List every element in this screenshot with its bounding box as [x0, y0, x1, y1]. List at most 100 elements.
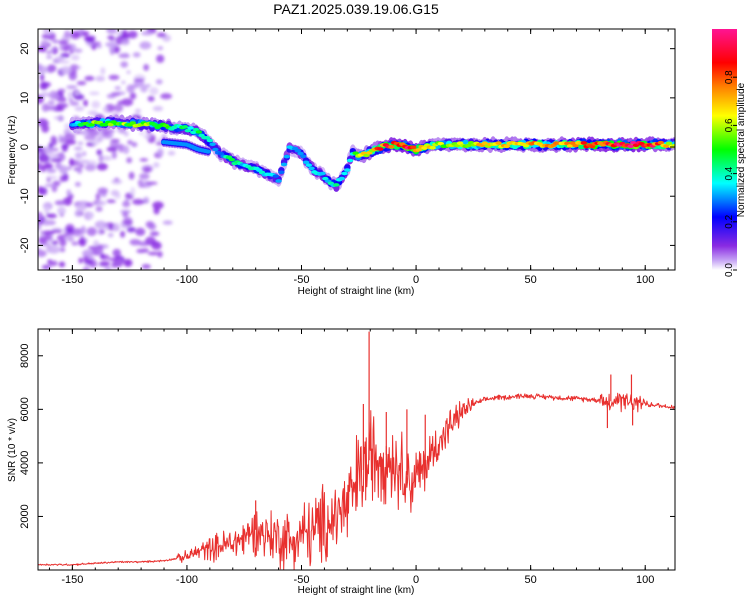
spectrogram-noise-blob	[111, 260, 124, 267]
spectrogram-noise-blob	[73, 146, 83, 151]
spectrogram-noise-blob	[156, 32, 167, 38]
spectrogram-noise-blob	[145, 221, 155, 228]
spectrogram-noise-blob	[151, 241, 162, 250]
spectrogram-ridge-cell	[338, 176, 346, 181]
spectrogram-noise-blob	[46, 213, 51, 217]
spectrogram-noise-blob	[67, 91, 72, 100]
spectrogram-noise-blob	[78, 238, 87, 247]
spectrogram-noise-blob	[91, 46, 97, 50]
spectrogram-noise-blob	[126, 70, 131, 74]
spectrogram-noise-blob	[58, 60, 71, 64]
spectrogram-ridge-cell	[203, 136, 211, 140]
spectrogram-ridge-cell	[495, 141, 502, 145]
spectrogram-xtick-label: -100	[176, 274, 198, 286]
spectrogram-ridge-cell	[88, 122, 95, 127]
spectrogram-noise-blob	[126, 84, 135, 93]
spectrogram-ridge-cell	[415, 148, 423, 152]
spectrogram-noise-blob	[38, 249, 47, 258]
spectrogram-noise-blob	[95, 200, 107, 206]
spectrogram-noise-blob	[86, 227, 97, 237]
spectrogram-noise-blob	[81, 30, 90, 37]
snr-xtick-label: 0	[413, 574, 419, 586]
spectrogram-ridge-cell	[300, 154, 307, 159]
spectrogram-ridge-cell	[663, 144, 670, 148]
spectrogram-noise-blob	[87, 110, 99, 116]
spectrogram-noise-blob	[110, 189, 120, 197]
spectrogram-noise-blob	[84, 164, 96, 172]
spectrogram-ridge-cell	[333, 183, 340, 187]
spectrogram-noise-blob	[48, 260, 58, 267]
spectrogram-noise-blob	[69, 158, 75, 167]
spectrogram-ridge-cell	[308, 166, 315, 171]
spectrogram-noise-blob	[153, 162, 160, 168]
spectrogram-ridge-cell	[184, 128, 192, 133]
spectrogram-noise-blob	[38, 211, 44, 221]
spectrogram-noise-blob	[75, 202, 87, 212]
spectrogram-noise-blob	[74, 181, 81, 187]
spectrogram-noise-blob	[149, 231, 160, 237]
spectrogram-ridge-cell	[294, 148, 302, 153]
spectrogram-noise-blob	[83, 99, 88, 107]
spectrogram-noise-blob	[69, 101, 80, 106]
spectrogram-ridge	[69, 114, 675, 192]
spectrogram-noise-blob	[38, 48, 44, 52]
spectrogram-ridge-cell	[572, 143, 579, 148]
spectrogram-ridge-cell	[566, 144, 574, 148]
spectrogram-noise-blob	[147, 251, 160, 256]
spectrogram-ridge-cell	[206, 138, 214, 143]
spectrogram-noise-blob	[47, 69, 53, 74]
spectrogram-noise-blob	[73, 48, 83, 53]
spectrogram-noise-blob	[40, 73, 45, 82]
spectrogram-ridge-cell	[272, 174, 280, 178]
spectrogram-noise-blob	[139, 41, 152, 50]
spectrogram-noise-blob	[149, 87, 159, 95]
spectrogram-noise-blob	[74, 106, 85, 112]
spectrogram-noise-blob	[84, 134, 96, 141]
spectrogram-noise-blob	[80, 129, 91, 136]
spectrogram-noise-blob	[157, 138, 163, 142]
spectrogram-noise-blob	[143, 196, 149, 203]
spectrogram-noise-blob	[106, 199, 116, 203]
spectrogram-noise-blob	[64, 30, 71, 39]
spectrogram-noise-blob	[123, 258, 133, 267]
spectrogram-noise-blob	[114, 86, 121, 90]
spectrogram-xtick-label: -150	[61, 274, 83, 286]
spectrogram-noise-blob	[120, 61, 129, 68]
spectrogram-ridge-cell	[195, 130, 203, 134]
snr-xtick-label: -100	[176, 574, 198, 586]
spectrogram-ridge-cell	[297, 151, 304, 156]
spectrogram-noise-blob	[99, 261, 111, 267]
spectrogram-ytick-label: 20	[19, 43, 31, 55]
spectrogram-noise-blob	[139, 173, 150, 180]
snr-ytick-label: 8000	[19, 344, 31, 368]
spectrogram-noise-blob	[95, 192, 101, 201]
spectrogram-noise-blob	[70, 31, 81, 40]
spectrogram-noise-blob	[121, 29, 128, 38]
spectrogram-noise-blob	[73, 228, 83, 234]
spectrogram-noise-blob	[121, 98, 134, 107]
spectrogram-noise-blob	[128, 171, 135, 180]
colorbar-tick-label: 0.0	[724, 263, 735, 277]
spectrogram-noise-blob	[38, 94, 45, 104]
spectrogram-noise-blob	[76, 80, 87, 86]
spectrogram-noise-blob	[68, 98, 74, 102]
snr-spikes	[255, 331, 634, 530]
spectrogram-noise-blob	[121, 80, 126, 85]
snr-series-line	[38, 392, 675, 570]
spectrogram-ridge-cell	[410, 145, 417, 150]
spectrogram-noise-blob	[98, 154, 104, 163]
spectrogram-noise-blob	[39, 81, 48, 91]
spectrogram-noise-blob	[139, 130, 145, 136]
spectrogram-ridge-cell	[129, 121, 137, 125]
spectrogram-noise-blob	[126, 226, 136, 233]
snr-xtick-label: 50	[525, 574, 537, 586]
colorbar-ticks: 0.0 0.2 0.4 0.6 0.8	[724, 70, 737, 277]
spectrogram-ytick-label: -20	[19, 237, 31, 253]
spectrogram-noise-blob	[145, 181, 158, 185]
spectrogram-ridge-cell	[319, 171, 326, 176]
spectrogram-ridge-cell	[627, 144, 634, 149]
snr-xtick-label: -150	[61, 574, 83, 586]
spectrogram-noise-blob	[107, 232, 114, 238]
spectrogram-noise-blob	[70, 64, 79, 71]
